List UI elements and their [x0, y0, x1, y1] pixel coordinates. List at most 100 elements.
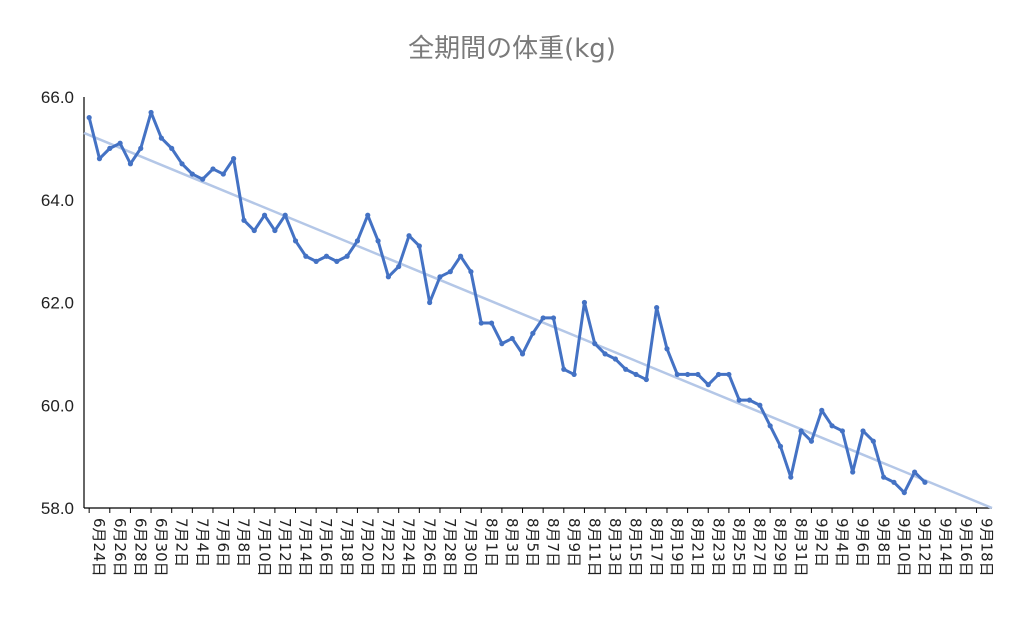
data-point [251, 227, 257, 234]
data-point [550, 315, 557, 321]
data-point [746, 397, 753, 403]
data-point [602, 351, 608, 357]
data-point [540, 315, 546, 321]
trendline-group [83, 131, 993, 510]
data-point [344, 253, 350, 259]
x-tick-label: 8月23日 [709, 518, 727, 577]
data-point [767, 423, 773, 429]
x-tick-label: 9月8日 [874, 518, 892, 567]
data-point [685, 371, 691, 378]
x-axis-ticks: 6月24日 6月26日 6月28日 6月30日 7月2日 7月4日 7月6日 7月8日 7月10… [88, 508, 996, 577]
x-tick-label: 7月24日 [400, 518, 418, 577]
data-point [829, 423, 835, 429]
data-point [571, 371, 577, 378]
x-tick-label: 8月21日 [689, 518, 707, 577]
trendline [83, 131, 993, 510]
x-tick-label: 9月4日 [833, 518, 851, 567]
data-point [96, 156, 103, 162]
data-point [303, 253, 309, 259]
data-point [261, 212, 268, 218]
x-tick-label: 7月2日 [173, 518, 191, 567]
x-tick-label: 8月13日 [606, 518, 624, 577]
y-tick-label: 64.0 [41, 191, 74, 210]
x-tick-label: 7月22日 [379, 518, 397, 577]
data-point [127, 161, 134, 167]
data-point [860, 428, 866, 434]
data-point [478, 320, 484, 326]
x-tick-label: 8月31日 [792, 518, 810, 577]
data-point [437, 274, 443, 280]
data-point [695, 371, 701, 378]
data-point [158, 135, 164, 141]
data-point [458, 253, 464, 259]
data-point [323, 253, 330, 259]
data-point [292, 238, 299, 244]
y-tick-label: 66.0 [41, 88, 74, 107]
data-point [169, 145, 175, 151]
data-point [592, 341, 598, 347]
data-point [726, 371, 732, 378]
x-tick-label: 9月16日 [957, 518, 975, 577]
x-tick-label: 7月30日 [462, 518, 480, 577]
x-tick-label: 7月18日 [338, 518, 356, 577]
x-tick-label: 7月4日 [193, 518, 211, 567]
data-point [633, 371, 639, 378]
x-tick-label: 7月16日 [317, 518, 335, 577]
data-point [891, 479, 897, 485]
data-point [86, 114, 92, 121]
x-tick-label: 7月20日 [358, 518, 376, 577]
data-point [922, 479, 928, 485]
data-point [643, 376, 649, 383]
data-point [674, 371, 680, 378]
x-tick-label: 7月26日 [420, 518, 438, 577]
data-point [881, 474, 887, 480]
data-point [354, 238, 361, 244]
data-point [406, 233, 412, 239]
x-tick-label: 6月30日 [152, 518, 170, 577]
x-tick-label: 9月2日 [812, 518, 830, 567]
y-axis-ticks: 58.0 60.0 62.0 64.0 66.0 [41, 88, 74, 518]
x-tick-label: 8月19日 [668, 518, 686, 577]
data-point [210, 166, 216, 172]
data-point [447, 269, 453, 275]
x-tick-label: 7月14日 [297, 518, 315, 577]
data-point [488, 320, 495, 326]
data-point [499, 341, 505, 347]
x-tick-label: 6月26日 [111, 518, 129, 577]
data-point [231, 156, 237, 162]
data-point [148, 109, 154, 116]
data-point [107, 145, 113, 151]
x-tick-label: 9月14日 [936, 518, 954, 577]
x-tick-label: 7月28日 [441, 518, 459, 577]
data-point [612, 356, 618, 362]
x-tick-label: 7月10日 [255, 518, 273, 577]
data-point [808, 438, 815, 444]
x-tick-label: 8月9日 [565, 518, 583, 567]
data-point [839, 428, 845, 434]
data-point [705, 382, 711, 388]
data-point [581, 299, 588, 306]
data-point [189, 171, 195, 177]
data-point [385, 274, 391, 280]
data-point [200, 176, 206, 182]
x-tick-label: 8月27日 [751, 518, 769, 577]
x-tick-label: 6月28日 [131, 518, 149, 577]
data-point [241, 217, 247, 223]
x-tick-label: 8月25日 [730, 518, 748, 577]
x-tick-label: 9月12日 [916, 518, 934, 577]
x-tick-label: 7月12日 [276, 518, 294, 577]
x-tick-label: 7月8日 [235, 518, 253, 567]
x-tick-label: 8月11日 [585, 518, 603, 577]
x-tick-label: 8月1日 [482, 518, 500, 567]
data-point [901, 489, 907, 496]
data-point [334, 258, 340, 264]
x-tick-label: 8月15日 [627, 518, 645, 577]
x-tick-label: 7月6日 [214, 518, 232, 567]
data-point [715, 371, 722, 378]
x-tick-label: 8月3日 [503, 518, 521, 567]
data-point [819, 407, 825, 413]
y-tick-label: 58.0 [41, 499, 74, 518]
data-point [530, 330, 536, 336]
